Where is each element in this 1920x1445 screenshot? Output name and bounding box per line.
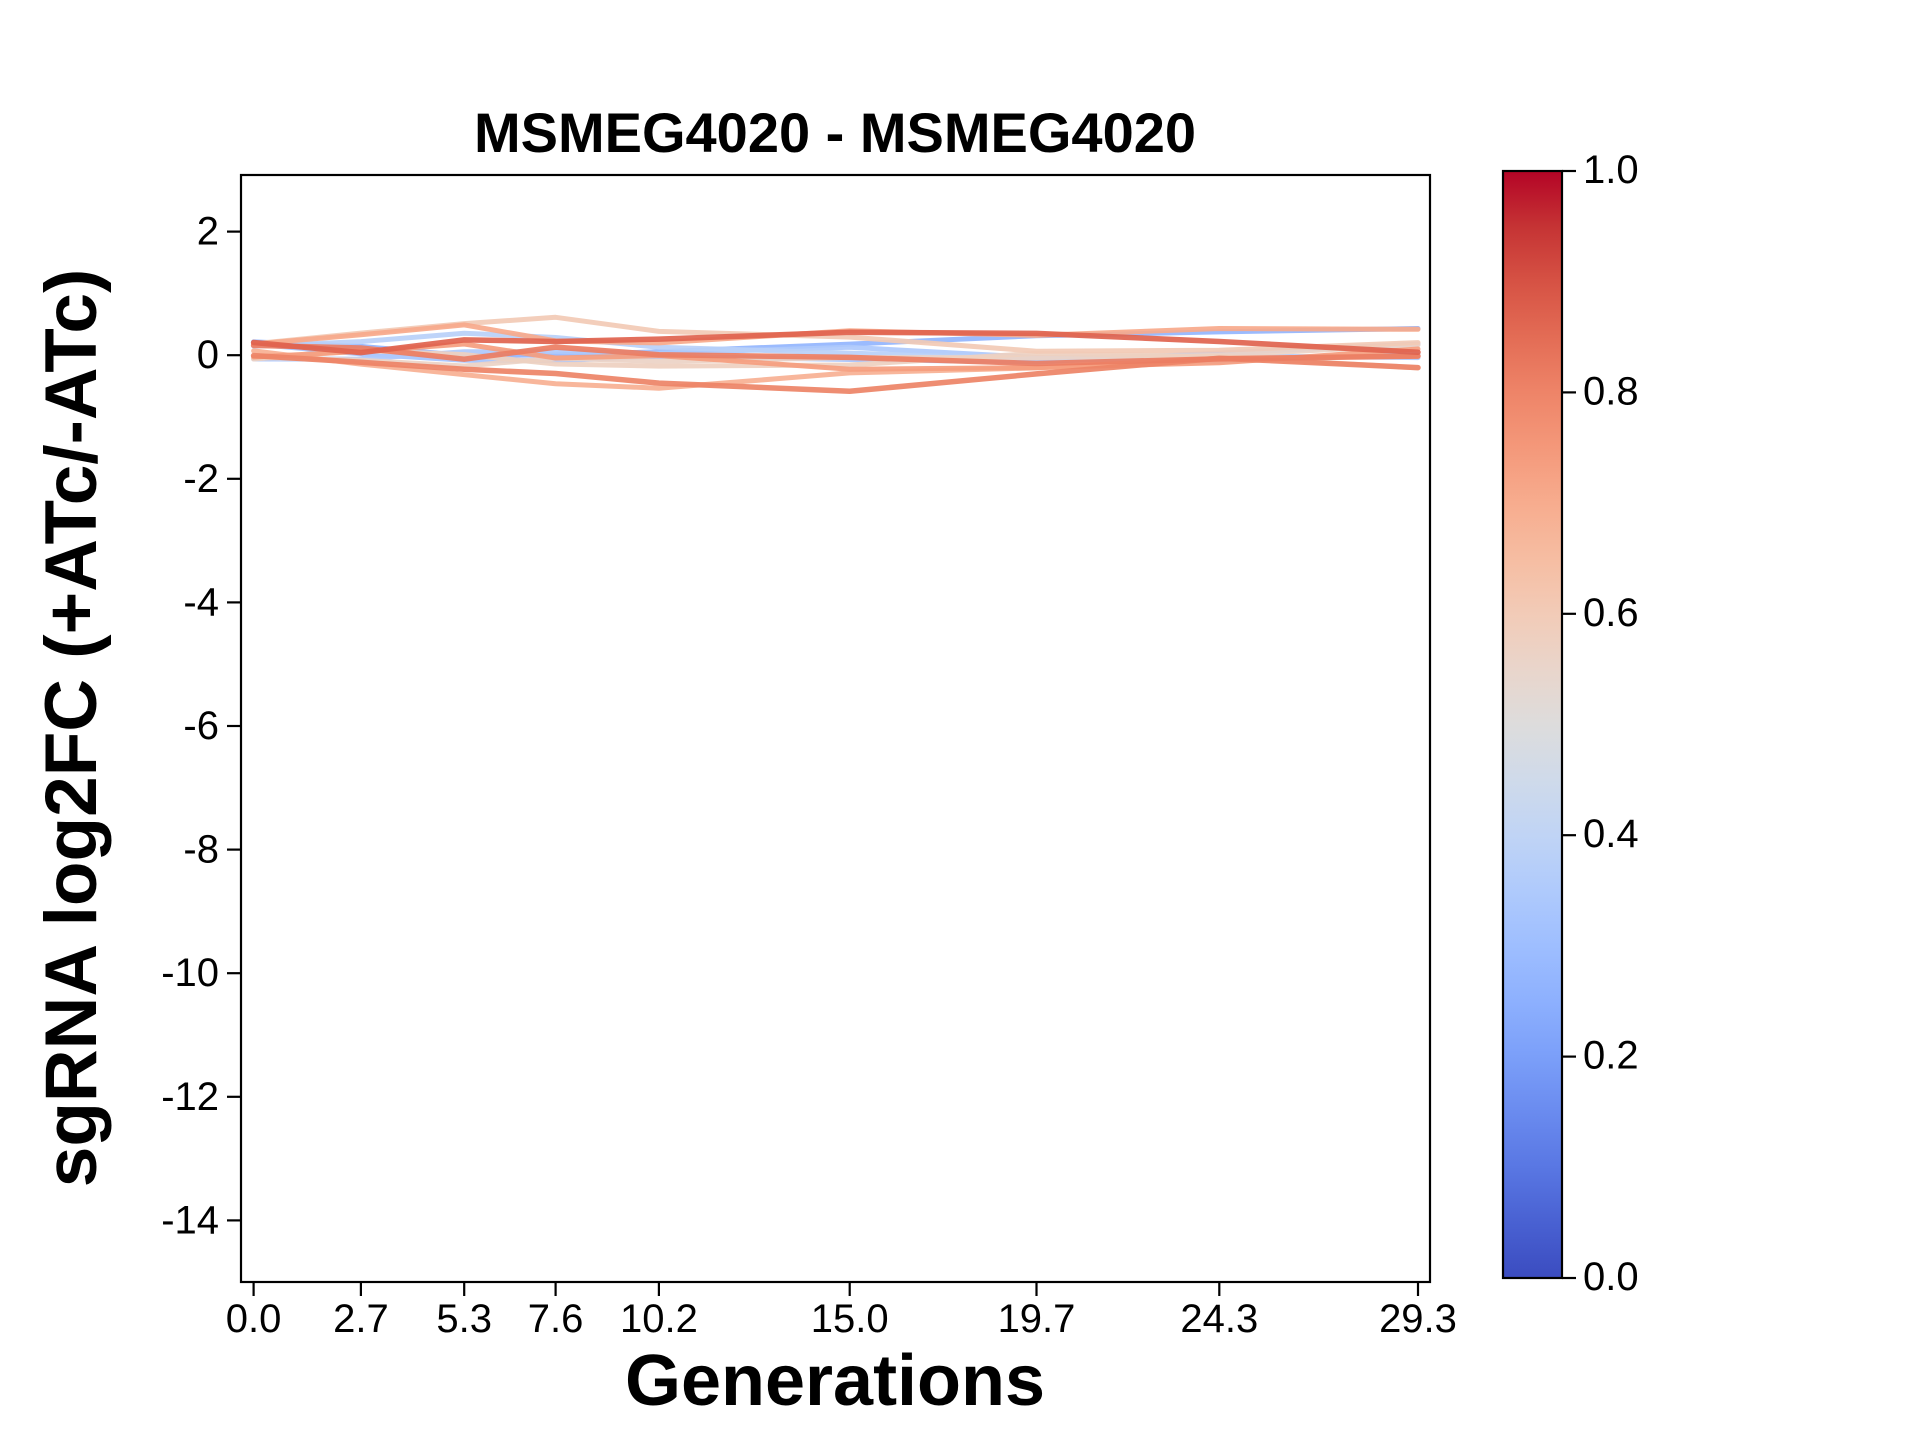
svg-text:-8: -8 — [183, 828, 219, 872]
svg-text:0.0: 0.0 — [1583, 1255, 1639, 1299]
svg-text:Generations: Generations — [625, 1341, 1045, 1421]
svg-text:10.2: 10.2 — [620, 1297, 698, 1341]
svg-text:-10: -10 — [161, 951, 219, 995]
svg-text:2.7: 2.7 — [333, 1297, 389, 1341]
svg-text:5.3: 5.3 — [436, 1297, 492, 1341]
svg-text:7.6: 7.6 — [528, 1297, 584, 1341]
svg-text:-2: -2 — [183, 457, 219, 501]
svg-text:1.0: 1.0 — [1583, 148, 1639, 192]
svg-text:0.8: 0.8 — [1583, 369, 1639, 413]
svg-text:-6: -6 — [183, 704, 219, 748]
svg-text:MSMEG4020 - MSMEG4020: MSMEG4020 - MSMEG4020 — [474, 101, 1196, 164]
svg-text:-12: -12 — [161, 1075, 219, 1119]
svg-text:-4: -4 — [183, 580, 219, 624]
svg-text:0.4: 0.4 — [1583, 812, 1639, 856]
svg-text:0.2: 0.2 — [1583, 1034, 1639, 1078]
svg-text:-14: -14 — [161, 1198, 219, 1242]
svg-text:0.0: 0.0 — [226, 1297, 282, 1341]
svg-text:29.3: 29.3 — [1379, 1297, 1457, 1341]
svg-text:15.0: 15.0 — [811, 1297, 889, 1341]
svg-text:19.7: 19.7 — [998, 1297, 1076, 1341]
svg-text:0.6: 0.6 — [1583, 591, 1639, 635]
svg-text:2: 2 — [197, 210, 219, 254]
svg-text:0: 0 — [197, 333, 219, 377]
svg-text:sgRNA log2FC (+ATc/-ATc): sgRNA log2FC (+ATc/-ATc) — [31, 269, 112, 1188]
svg-text:24.3: 24.3 — [1180, 1297, 1258, 1341]
